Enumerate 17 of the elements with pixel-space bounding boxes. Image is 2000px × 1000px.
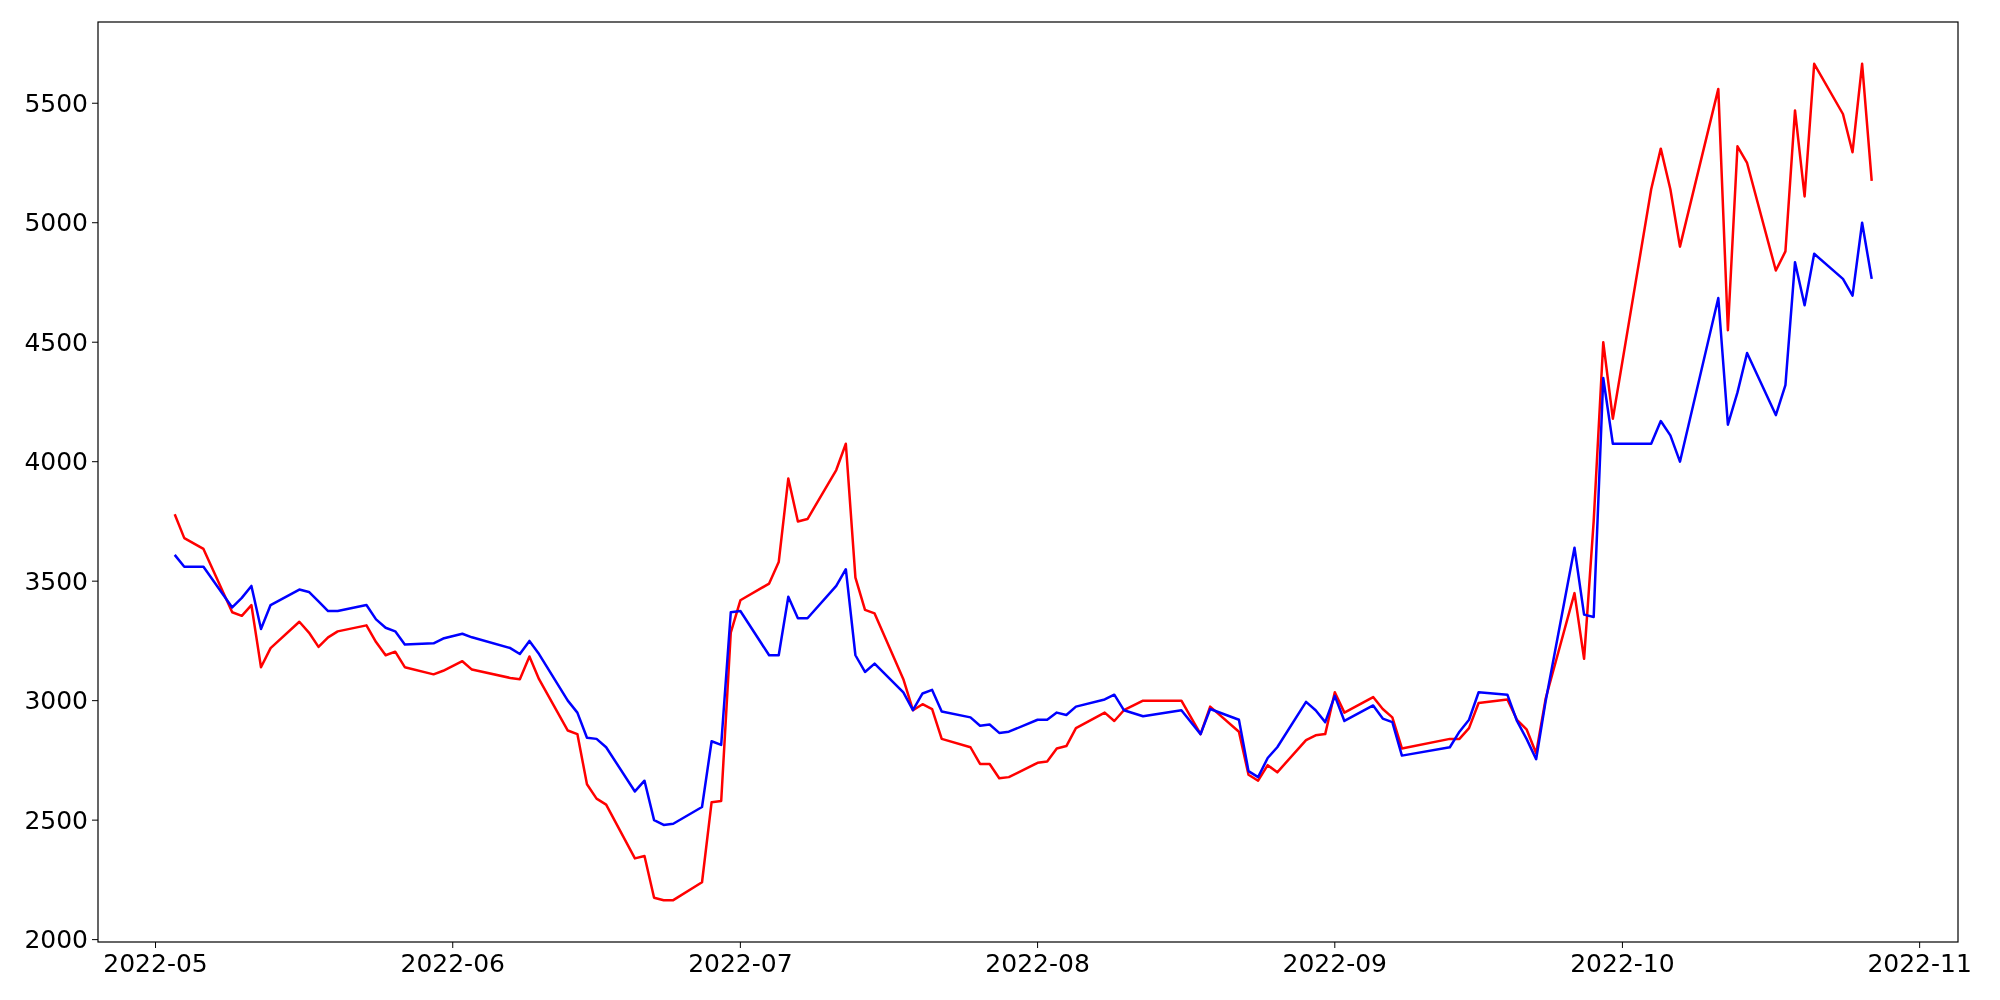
x-tick-label: 2022-05 [103,949,208,978]
y-tick-label: 3500 [24,566,88,596]
y-tick-label: 5000 [24,208,88,238]
x-tick-label: 2022-11 [1867,949,1972,978]
line-series [173,221,1873,827]
y-tick-label: 4500 [24,327,88,357]
x-tick-label: 2022-07 [688,949,793,978]
y-tick-label: 5500 [24,89,88,118]
x-tick-label: 2022-10 [1570,949,1675,978]
y-tick-label: 2000 [24,925,88,955]
y-tick-label: 2500 [24,805,88,835]
y-tick-label: 4000 [24,447,88,477]
line-series [173,62,1873,902]
x-tick-label: 2022-09 [1282,949,1388,978]
x-tick-label: 2022-06 [400,949,505,978]
x-tick-label: 2022-08 [985,949,1090,978]
y-tick-label: 3000 [24,686,88,716]
